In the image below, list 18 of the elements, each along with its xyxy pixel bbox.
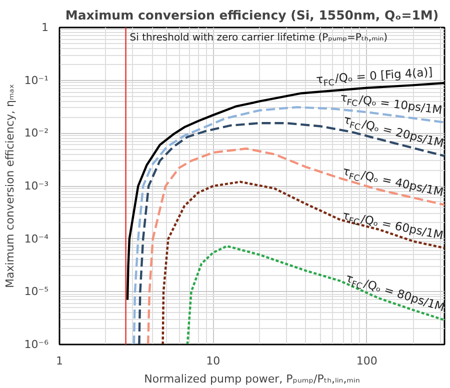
series-label: τFC/Qₒ = 0 [Fig 4(a)] (316, 64, 434, 89)
text: τFC/Qₒ = 40ps/1M (342, 164, 445, 200)
y-axis-title: Maximum conversion efficiency, ηₘₐₓ (3, 84, 16, 288)
y-tick-label: 10⁻² (24, 126, 49, 140)
y-tick-label: 10⁻¹ (24, 74, 49, 87)
x-tick-label: 10 (206, 354, 220, 368)
text: τFC/Qₒ = 10ps/1M (340, 90, 443, 117)
text: τFC/Qₒ = 60ps/1M (341, 208, 445, 242)
x-axis-title: Normalized pump power, Pₚᵤₘₚ/Pₜₕ,ₗᵢₙ,ₘᵢₙ (144, 372, 360, 386)
y-tick-label: 10⁻⁶ (24, 338, 50, 351)
x-tick-label: 100 (356, 354, 378, 368)
y-tick-label: 1 (42, 21, 48, 34)
y-tick-label: 10⁻⁵ (24, 285, 49, 298)
x-tick-label: 1 (56, 354, 63, 368)
chart-title: Maximum conversion efficiency (Si, 1550nm, Qₒ=1M) (65, 8, 439, 22)
ref-line-label: Si threshold with zero carrier lifetime (Pₚᵤₘₚ=Pₜₕ,ₘᵢₙ) (130, 32, 388, 44)
y-tick-label: 10⁻³ (24, 180, 49, 192)
y-tick-label: 10⁻⁴ (24, 232, 50, 246)
